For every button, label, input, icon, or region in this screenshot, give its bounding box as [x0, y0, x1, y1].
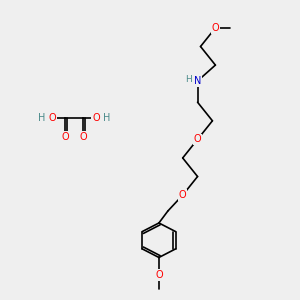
Text: O: O: [61, 132, 69, 142]
Text: N: N: [194, 76, 201, 86]
Text: H: H: [185, 75, 191, 84]
Text: O: O: [212, 23, 219, 33]
Text: O: O: [79, 132, 87, 142]
Text: O: O: [49, 113, 56, 123]
Text: O: O: [92, 113, 100, 123]
Text: O: O: [179, 190, 187, 200]
Text: H: H: [103, 113, 111, 123]
Text: H: H: [38, 113, 45, 123]
Text: O: O: [194, 134, 201, 144]
Text: O: O: [155, 270, 163, 280]
